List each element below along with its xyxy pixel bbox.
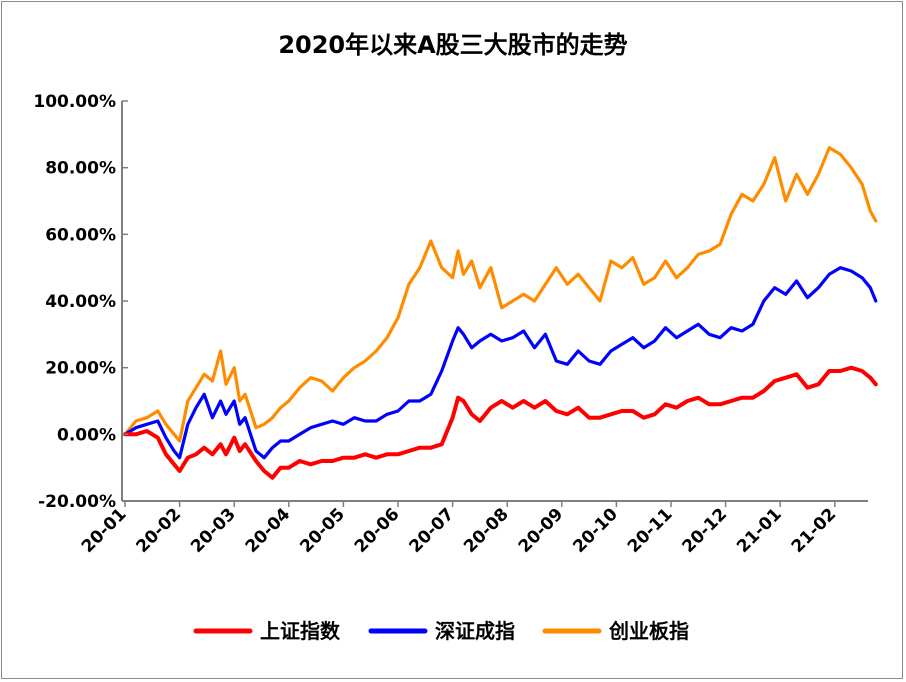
y-tick-label: 60.00% [45,225,116,245]
legend-item: 深证成指 [368,619,515,643]
series-line [123,266,878,460]
x-tick-label: 20-09 [515,504,568,557]
x-tick-label: 20-08 [460,504,513,557]
series-line [123,365,878,480]
x-tick-label: 20-03 [187,504,240,557]
legend: 上证指数 深证成指 创业板指 [193,619,689,643]
y-tick-label: 80.00% [45,159,116,179]
x-tick-label: 20-05 [296,504,349,557]
legend-label: 上证指数 [260,619,341,643]
x-tick-label: 21-02 [788,504,841,557]
y-tick-label: 100.00% [33,92,116,112]
legend-item: 上证指数 [193,619,341,643]
x-tick-label: 20-04 [242,504,295,557]
chart-title: 2020年以来A股三大股市的走势 [278,31,627,59]
plot-area [123,146,878,480]
x-tick-label: 20-01 [78,504,131,557]
x-tick-label: 20-07 [406,504,459,557]
legend-label: 创业板指 [608,619,689,643]
x-tick-label: 21-01 [733,504,786,557]
x-axis: 20-01 20-02 20-03 20-04 20-05 20-06 20-07 20-08… [78,500,868,557]
y-tick-label: -20.00% [38,492,116,512]
y-tick-label: 0.00% [57,425,116,445]
x-tick-label: 20-11 [624,504,677,557]
legend-label: 深证成指 [435,619,515,643]
y-tick-label: 40.00% [45,292,116,312]
x-tick-label: 20-02 [133,504,186,557]
x-tick-label: 20-12 [679,504,732,557]
legend-item: 创业板指 [542,619,689,643]
x-tick-label: 20-10 [569,504,622,557]
y-axis: 100.00% 80.00% 60.00% 40.00% 20.00% 0.00% -20.… [33,92,128,512]
y-tick-label: 20.00% [45,359,116,379]
series-line [123,146,878,443]
x-tick-label: 20-06 [351,504,404,557]
